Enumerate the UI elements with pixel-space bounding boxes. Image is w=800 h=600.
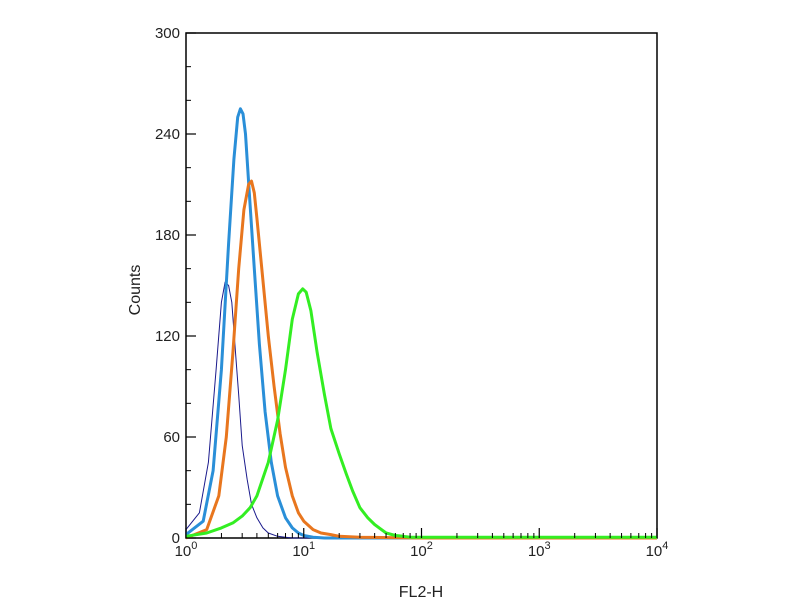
histogram-series-4 [185,287,657,539]
x-tick-label: 102 [410,540,433,560]
y-tick-label: 60 [163,429,180,446]
x-axis: 100 101 102 103 104 [175,528,669,560]
x-axis-title: FL2-H [399,584,443,600]
y-axis-title: Counts [127,265,144,316]
x-tick-label: 101 [292,540,315,560]
x-tick-label: 104 [646,540,669,560]
y-tick-label: 180 [155,227,180,244]
y-tick-label: 300 [155,25,180,42]
y-tick-label: 240 [155,126,180,143]
y-axis: 0 60 120 180 240 300 [155,25,196,547]
y-tick-label: 120 [155,328,180,345]
series-layer [185,107,657,540]
histogram-series-2 [185,107,657,540]
histogram-series-3 [185,179,657,540]
x-tick-label: 100 [175,540,198,560]
x-tick-label: 103 [528,540,551,560]
y-tick-label: 0 [172,530,180,547]
